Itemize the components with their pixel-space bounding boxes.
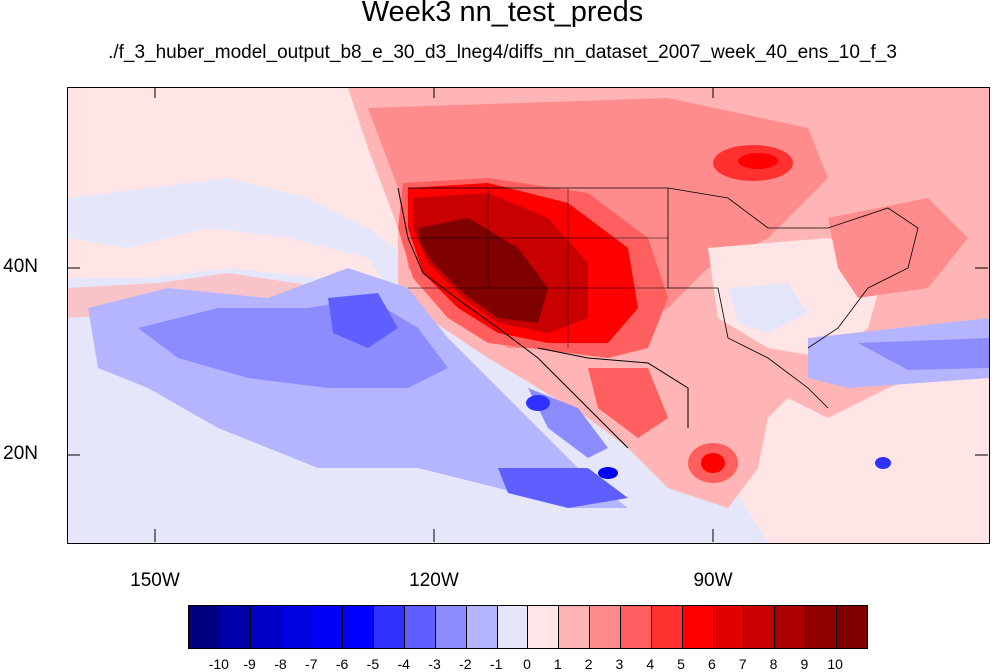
colorbar-cell (219, 606, 251, 648)
colorbar-tick-label: -4 (397, 656, 410, 672)
lat-label-40n: 40N (3, 256, 38, 277)
colorbar-cell (405, 606, 436, 648)
colorbar-tick-label: -6 (335, 656, 349, 672)
plot-title: Week3 nn_test_preds (361, 0, 644, 28)
colorbar-tick-label: 3 (615, 656, 624, 672)
colorbar-tick-label: -7 (305, 656, 318, 672)
colorbar-tick-label: 5 (677, 656, 685, 672)
colorbar-tick-label: -3 (428, 656, 441, 672)
colorbar-tick-label: 8 (769, 656, 778, 672)
colorbar-cell (713, 606, 745, 648)
colorbar-cell (250, 606, 282, 648)
colorbar-cell (528, 606, 560, 648)
colorbar-tick-label: 0 (523, 656, 531, 672)
colorbar-cell (806, 606, 838, 648)
lon-label-120w: 120W (409, 570, 459, 591)
lat-label-20n: 20N (3, 443, 38, 464)
colorbar-tick-label: -1 (489, 656, 503, 672)
colorbar-cell (343, 606, 375, 648)
colorbar-cell (466, 606, 498, 648)
colorbar-cell (621, 606, 652, 648)
colorbar (188, 605, 868, 649)
colorbar-cell (651, 606, 683, 648)
colorbar-cell (682, 606, 714, 648)
colorbar-tick-label: 4 (646, 656, 655, 672)
colorbar-tick-label: -9 (243, 656, 256, 672)
colorbar-tick-label: -8 (274, 656, 287, 672)
colorbar-cell (559, 606, 591, 648)
lon-label-150w: 150W (130, 570, 180, 591)
colorbar-cell (744, 606, 776, 648)
plot-subtitle: ./f_3_huber_model_output_b8_e_30_d3_lneg… (108, 42, 897, 63)
colorbar-tick-label: -5 (366, 656, 380, 672)
colorbar-cell (312, 606, 344, 648)
colorbar-tick-label: 10 (827, 656, 843, 672)
colorbar-cell (374, 606, 406, 648)
colorbar-cell (775, 606, 807, 648)
contour-map (68, 88, 989, 543)
map-panel (67, 87, 990, 544)
colorbar-cell (497, 606, 529, 648)
colorbar-cell (837, 606, 867, 648)
lon-label-90w: 90W (693, 570, 733, 591)
colorbar-tick-label: 6 (708, 656, 716, 672)
colorbar-cell (189, 606, 220, 648)
colorbar-tick-label: 7 (738, 656, 747, 672)
colorbar-cell (435, 606, 467, 648)
colorbar-tick-label: 9 (800, 656, 809, 672)
colorbar-cell (590, 606, 622, 648)
colorbar-tick-label: 1 (553, 656, 562, 672)
colorbar-tick-label: -2 (459, 656, 472, 672)
colorbar-tick-label: 2 (584, 656, 593, 672)
colorbar-tick-label: -10 (208, 656, 229, 672)
colorbar-cell (281, 606, 313, 648)
